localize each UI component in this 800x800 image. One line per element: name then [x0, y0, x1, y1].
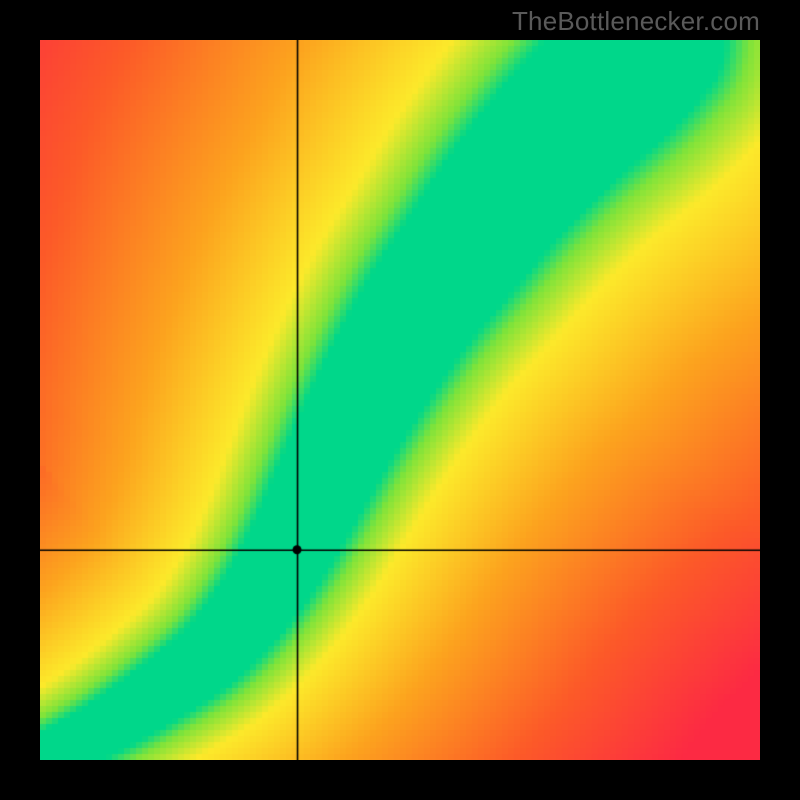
bottleneck-heatmap	[40, 40, 760, 760]
watermark-text: TheBottlenecker.com	[512, 6, 760, 37]
